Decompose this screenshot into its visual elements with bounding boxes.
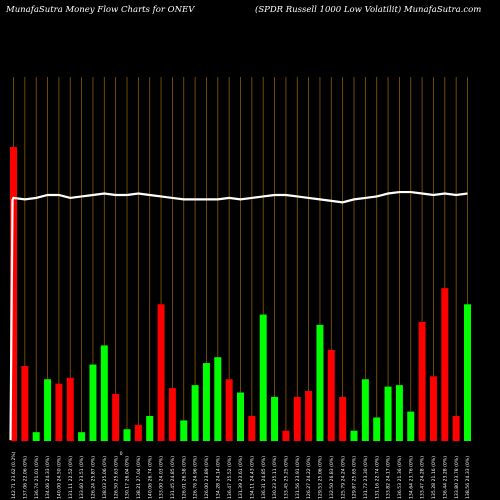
tick-label: 126.27 24.22 (0%) (306, 456, 312, 499)
tick-label: 138.03 25.06 (0%) (102, 456, 108, 499)
bar (168, 388, 176, 441)
bar (384, 386, 392, 441)
chart-subtitle: (SPDR Russell 1000 Low Volatilit) Munafa… (255, 5, 482, 15)
bar (237, 392, 244, 441)
bars (10, 147, 471, 441)
tick-label: 133.00 24.03 (0%) (159, 456, 165, 499)
tick-label: 133.80 23.78 (0%) (454, 456, 460, 499)
bar (10, 147, 17, 441)
tick-label: 133.60 23.51 (0%) (79, 456, 85, 499)
bar (259, 314, 267, 441)
bar (429, 376, 437, 441)
tick-label: 132.50 26.83 (0%) (329, 456, 335, 499)
tick-label: 133.45 25.25 (0%) (284, 456, 290, 499)
bar (44, 379, 52, 441)
bar (180, 420, 188, 441)
bar (361, 379, 369, 441)
tick-label: 131.16 22.74 (0%) (374, 456, 380, 499)
tick-label: 131.72 23.30 (0%) (363, 456, 369, 499)
tick-label: 131.56 23.91 (0%) (295, 456, 301, 499)
tick-label: 136.74 21.01 (0%) (34, 456, 40, 499)
tick-label: 134.11 24.43 (0%) (249, 456, 255, 499)
tick-label: 130.17 26.04 (0%) (125, 456, 131, 499)
tick-label: 134.28 24.14 (0%) (215, 456, 221, 499)
bar (271, 396, 279, 441)
bar (214, 357, 222, 441)
bar (452, 416, 460, 441)
bar (293, 396, 301, 441)
bar (305, 391, 313, 441)
tick-label: 133.47 24.28 (0%) (420, 456, 426, 499)
bar (248, 416, 256, 441)
tick-label: 134.64 23.76 (0%) (408, 456, 414, 499)
bar (100, 345, 108, 441)
bar (55, 383, 63, 441)
bar (21, 366, 29, 441)
tick-label: 130.23 25.11 (0%) (272, 456, 278, 499)
tick-label: 131.11 22.52 (0%) (68, 456, 74, 499)
bar (464, 304, 471, 441)
tick-label: 140.06 26.74 (0%) (147, 456, 153, 499)
bar (316, 324, 324, 441)
tick-label: 140.00 24.50 (0%) (57, 456, 63, 499)
tick-label: 131.45 24.85 (0%) (170, 456, 176, 499)
tick-labels: 142.71 23.62 (0.2%) 137.06 22.06 (0%) 136.… (11, 451, 471, 499)
bar (191, 385, 199, 441)
tick-label: 129.87 25.65 (0%) (352, 456, 358, 499)
bar (350, 430, 358, 441)
tick-label: 131.39 23.61 (0%) (238, 456, 244, 499)
tick-label: 133.82 24.17 (0%) (386, 456, 392, 499)
bar (327, 349, 335, 441)
bar (78, 432, 86, 441)
bar (441, 288, 449, 441)
tick-label: 126.50 25.63 (0%) (113, 456, 119, 499)
bar (66, 377, 74, 441)
tick-label: 126.01 26.58 (0%) (181, 456, 187, 499)
bar (112, 393, 120, 441)
tick-label: 129.53 25.06 (0%) (318, 456, 324, 499)
tick-label: 126.76 24.96 (0%) (193, 456, 199, 499)
tick-label: 136.53 21.36 (0%) (397, 456, 403, 499)
bar (89, 364, 97, 441)
tick-label: 138.56 24.33 (0%) (465, 456, 471, 499)
bar (123, 429, 131, 441)
bar (339, 396, 347, 441)
bar (418, 321, 426, 441)
tick-label: 126.24 25.87 (0%) (91, 456, 97, 499)
tick-label: 125.79 24.24 (0%) (340, 456, 346, 499)
bar (32, 432, 40, 441)
tick-label: 134.06 24.33 (0%) (45, 456, 51, 499)
tick-label: 137.06 22.06 (0%) (22, 456, 28, 499)
bar (225, 379, 233, 441)
tick-label: 136.47 25.52 (0%) (227, 456, 233, 499)
bar (373, 417, 381, 441)
bar (395, 385, 403, 441)
tick-label: 142.71 23.62 (0.2%) (11, 451, 17, 499)
bar (282, 430, 290, 441)
tick-label: 138.21 27.04 (0%) (136, 456, 142, 499)
bar (146, 416, 154, 441)
bar (407, 411, 415, 441)
money-flow-line (9, 190, 468, 441)
tick-label: 135.28 21.16 (0%) (431, 456, 437, 499)
bar (202, 363, 210, 441)
chart-title: MunafaSutra Money Flow Charts for ONEV (6, 5, 195, 15)
bar (134, 424, 142, 441)
tick-label: 136.31 24.85 (0%) (261, 456, 267, 499)
grid-lines (13, 77, 468, 441)
bar (157, 304, 165, 441)
tick-label: 136.44 23.28 (0%) (442, 456, 448, 499)
zero-label: 0 (120, 451, 123, 457)
tick-label: 126.00 23.89 (0%) (204, 456, 210, 499)
